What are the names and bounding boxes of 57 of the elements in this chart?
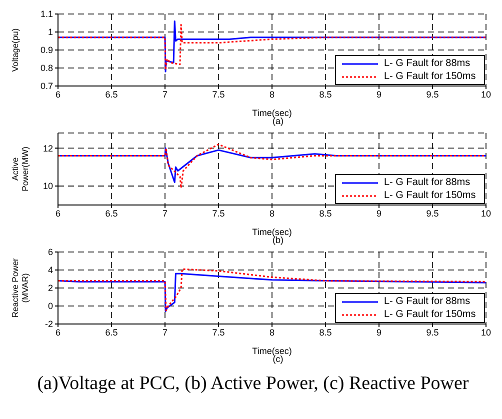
x-tick-label: 10 [480, 208, 492, 218]
legend-label: L- G Fault for 88ms [384, 296, 470, 307]
y-tick-label: 0.7 [40, 81, 53, 92]
x-tick-label: 8 [269, 327, 275, 338]
x-axis-title: Time(sec) [252, 227, 292, 237]
x-tick-label: 7.5 [212, 327, 225, 338]
x-tick-label: 7 [162, 89, 168, 100]
x-tick-label: 9 [376, 89, 382, 100]
x-axis-title: Time(sec) [252, 346, 292, 356]
x-tick-label: 7 [162, 208, 168, 218]
x-tick-label: 8.5 [319, 327, 332, 338]
x-tick-label: 6.5 [105, 208, 118, 218]
x-tick-label: 8.5 [319, 208, 332, 218]
y-tick-label: 4 [48, 265, 53, 276]
x-tick-label: 9.5 [426, 89, 439, 100]
y-tick-label: 10 [42, 181, 53, 192]
y-tick-label: 12 [42, 143, 53, 154]
x-tick-label: 9.5 [426, 208, 439, 218]
x-tick-label: 6 [55, 327, 61, 338]
y-tick-label: 1.1 [40, 9, 53, 20]
x-tick-label: 9 [376, 327, 382, 338]
y-axis-title: Voltage(pu) [10, 28, 20, 72]
x-axis-title: Time(sec) [252, 108, 292, 118]
legend-label: L- G Fault for 88ms [384, 177, 470, 188]
x-tick-label: 7.5 [212, 89, 225, 100]
y-tick-label: 0.8 [40, 63, 53, 74]
y-tick-label: -2 [44, 319, 53, 330]
y-tick-label: 2 [48, 283, 53, 294]
x-tick-label: 6.5 [105, 327, 118, 338]
legend-label: L- G Fault for 150ms [384, 309, 476, 320]
x-tick-label: 9.5 [426, 327, 439, 338]
y-tick-label: 0 [48, 301, 53, 312]
legend-label: L- G Fault for 88ms [384, 58, 470, 69]
legend-label: L- G Fault for 150ms [384, 71, 476, 82]
y-axis-title: Active Power(MW) [10, 146, 30, 192]
text: (b) [272, 235, 284, 246]
x-tick-label: 6 [55, 208, 61, 218]
text: (a)Voltage at PCC, (b) Active Power, (c) Reactive Power [36, 373, 470, 394]
y-tick-label: 6 [48, 247, 53, 258]
x-tick-label: 10 [480, 89, 492, 100]
y-tick-label: 1 [48, 27, 53, 38]
x-tick-label: 8 [269, 208, 275, 218]
x-tick-label: 8.5 [319, 89, 332, 100]
x-tick-label: 6.5 [105, 89, 118, 100]
line-series [58, 147, 486, 184]
x-tick-label: 9 [376, 208, 382, 218]
x-tick-label: 6 [55, 89, 61, 100]
text: (c) [272, 354, 284, 365]
y-tick-label: 0.9 [40, 45, 53, 56]
x-tick-label: 8 [269, 89, 275, 100]
y-axis-title: Reactive Power (MVAR) [10, 258, 30, 318]
text: (a) [272, 116, 284, 127]
x-tick-label: 7 [162, 327, 168, 338]
x-tick-label: 10 [480, 327, 492, 338]
line-series [58, 144, 486, 189]
x-tick-label: 7.5 [212, 208, 225, 218]
legend-label: L- G Fault for 150ms [384, 190, 476, 201]
